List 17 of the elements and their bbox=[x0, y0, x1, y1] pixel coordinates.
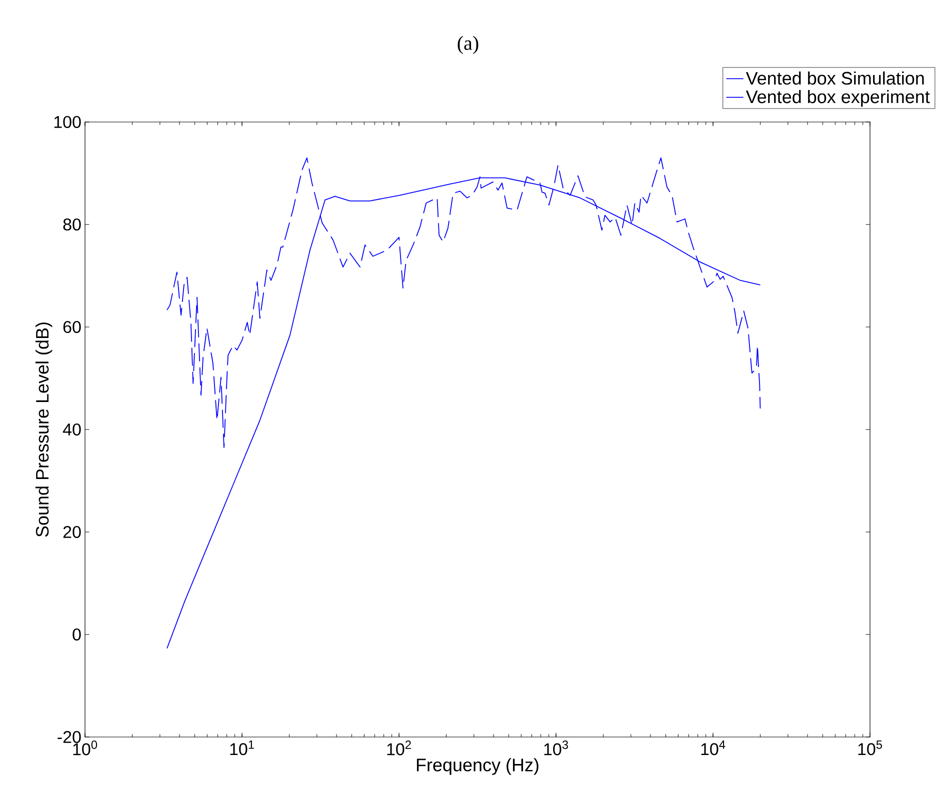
legend-label: Vented box experiment bbox=[746, 90, 930, 107]
y-tick-label: 100 bbox=[54, 116, 81, 128]
x-tick-label: 10$^{1}$ bbox=[230, 740, 254, 756]
x-axis-title: Frequency (Hz) bbox=[416, 758, 538, 775]
y-tick-label: 60 bbox=[63, 320, 81, 334]
y-tick-label: 20 bbox=[63, 526, 81, 538]
legend-label: Vented box Simulation bbox=[746, 71, 924, 85]
y-tick-label: -20 bbox=[58, 730, 81, 744]
x-tick-label: 10$^{2}$ bbox=[387, 740, 411, 756]
y-tick-label: 80 bbox=[63, 218, 81, 231]
x-tick-label: 10$^{5}$ bbox=[858, 740, 882, 756]
y-tick-label: 40 bbox=[62, 423, 81, 436]
x-tick-label: 10$^{3}$ bbox=[544, 740, 568, 756]
chart-title: (a) bbox=[458, 36, 478, 54]
y-axis-title: Sound Pressure Level (dB) bbox=[35, 322, 52, 537]
x-tick-label: 10$^{4}$ bbox=[701, 740, 726, 756]
y-tick-label: 0 bbox=[72, 628, 81, 641]
